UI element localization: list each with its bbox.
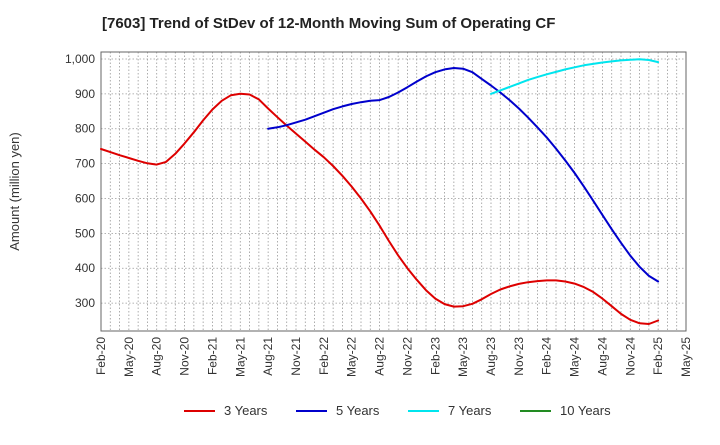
x-tick-label: Nov-20 [178, 337, 192, 376]
legend-label: 5 Years [336, 403, 380, 418]
series-line-3-years [100, 92, 660, 325]
x-tick-label: Feb-21 [205, 337, 219, 375]
x-tick-label: Aug-22 [373, 337, 387, 376]
y-tick-label: 800 [75, 122, 95, 136]
y-tick-label: 900 [75, 87, 95, 101]
x-tick-label: Feb-24 [540, 337, 554, 375]
series-line-7-years [490, 58, 660, 95]
y-tick-label: 300 [75, 296, 95, 310]
x-tick-label: Feb-23 [428, 337, 442, 375]
x-tick-label: May-20 [122, 337, 136, 377]
chart-title: [7603] Trend of StDev of 12-Month Moving… [102, 15, 555, 32]
legend-label: 7 Years [448, 403, 492, 418]
plot-frame [100, 51, 687, 332]
x-tick-label: Aug-23 [484, 337, 498, 376]
x-tick-label: Feb-20 [94, 337, 108, 375]
y-tick-label: 1,000 [65, 52, 95, 66]
grid [100, 52, 687, 331]
legend-label: 10 Years [560, 403, 611, 418]
x-tick-label: Nov-23 [512, 337, 526, 376]
x-tick-label: Aug-20 [150, 337, 164, 376]
x-tick-label: Nov-22 [400, 337, 414, 376]
x-tick-labels: Feb-20 May-20 Aug-20 Nov-20 Feb-21 May-21 Aug-… [94, 337, 693, 377]
series-layer [100, 58, 660, 325]
y-tick-label: 700 [75, 157, 95, 171]
x-tick-label: Nov-24 [623, 337, 637, 376]
legend-label: 3 Years [224, 403, 268, 418]
x-tick-label: Aug-24 [595, 337, 609, 376]
x-tick-label: May-21 [233, 337, 247, 377]
x-tick-label: Nov-21 [289, 337, 303, 376]
x-tick-label: Feb-22 [317, 337, 331, 375]
y-axis-label: Amount (million yen) [7, 132, 22, 251]
x-tick-label: May-24 [568, 337, 582, 377]
y-tick-label: 400 [75, 261, 95, 275]
x-tick-label: May-23 [456, 337, 470, 377]
x-tick-label: May-22 [345, 337, 359, 377]
x-tick-label: May-25 [679, 337, 693, 377]
x-tick-label: Aug-21 [261, 337, 275, 376]
y-tick-label: 500 [75, 226, 95, 240]
legend: 3 Years 5 Years 7 Years 10 Years [184, 403, 611, 418]
y-tick-label: 600 [75, 191, 95, 205]
series-line-5-years [267, 67, 660, 283]
x-tick-label: Feb-25 [651, 337, 665, 375]
y-tick-labels: 300 400 500 600 700 800 900 1,000 [65, 52, 95, 310]
